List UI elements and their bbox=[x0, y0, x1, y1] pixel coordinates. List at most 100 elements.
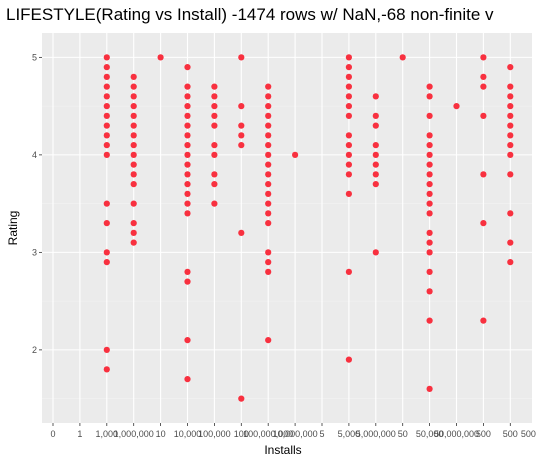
data-point bbox=[130, 122, 137, 129]
data-point bbox=[211, 151, 218, 158]
data-point bbox=[103, 151, 110, 158]
data-point bbox=[130, 93, 137, 100]
data-point bbox=[184, 151, 191, 158]
y-axis-title: Rating bbox=[6, 211, 20, 246]
data-point bbox=[211, 83, 218, 90]
data-point bbox=[130, 142, 137, 149]
data-point bbox=[426, 317, 433, 324]
data-point bbox=[265, 337, 272, 344]
y-tick-label: 5 bbox=[32, 52, 37, 62]
data-point bbox=[426, 181, 433, 188]
data-point bbox=[184, 122, 191, 129]
data-point bbox=[103, 54, 110, 61]
data-point bbox=[184, 132, 191, 139]
data-point bbox=[265, 220, 272, 227]
data-point bbox=[345, 151, 352, 158]
data-point bbox=[426, 200, 433, 207]
data-point bbox=[130, 151, 137, 158]
data-point bbox=[184, 278, 191, 285]
data-point bbox=[103, 249, 110, 256]
data-point bbox=[211, 171, 218, 178]
data-point bbox=[345, 356, 352, 363]
data-point bbox=[265, 122, 272, 129]
data-point bbox=[345, 83, 352, 90]
data-point bbox=[103, 73, 110, 80]
x-tick-label: 1,000 bbox=[96, 429, 119, 439]
x-tick-label: 10 bbox=[156, 429, 166, 439]
chart-title: LIFESTYLE(Rating vs Install) -1474 rows … bbox=[6, 5, 494, 24]
x-tick-label: 100,000,000 bbox=[243, 429, 293, 439]
data-point bbox=[103, 132, 110, 139]
data-point bbox=[265, 210, 272, 217]
data-point bbox=[426, 151, 433, 158]
data-point bbox=[507, 142, 514, 149]
data-point bbox=[426, 171, 433, 178]
data-point bbox=[265, 83, 272, 90]
data-point bbox=[372, 181, 379, 188]
data-point bbox=[426, 239, 433, 246]
x-tick-label: 500,000 bbox=[521, 429, 536, 439]
data-point bbox=[184, 337, 191, 344]
data-point bbox=[130, 181, 137, 188]
data-point bbox=[238, 122, 245, 129]
data-point bbox=[372, 122, 379, 129]
data-point bbox=[103, 220, 110, 227]
x-tick-label: 5 bbox=[319, 429, 324, 439]
data-point bbox=[184, 181, 191, 188]
x-tick-label: 100,000 bbox=[198, 429, 231, 439]
data-point bbox=[103, 142, 110, 149]
data-point bbox=[265, 112, 272, 119]
data-point bbox=[372, 161, 379, 168]
data-point bbox=[265, 171, 272, 178]
data-point bbox=[184, 103, 191, 110]
data-point bbox=[507, 122, 514, 129]
data-point bbox=[372, 171, 379, 178]
x-tick-label: 50,000 bbox=[416, 429, 444, 439]
data-point bbox=[507, 151, 514, 158]
x-tick-label: 5,000,000 bbox=[356, 429, 396, 439]
data-point bbox=[345, 190, 352, 197]
data-point bbox=[103, 346, 110, 353]
data-point bbox=[372, 249, 379, 256]
data-point bbox=[480, 112, 487, 119]
data-point bbox=[480, 220, 487, 227]
data-point bbox=[265, 249, 272, 256]
data-point bbox=[211, 181, 218, 188]
data-point bbox=[184, 210, 191, 217]
data-point bbox=[184, 93, 191, 100]
data-point bbox=[211, 142, 218, 149]
x-tick-label: 50 bbox=[398, 429, 408, 439]
data-point bbox=[265, 103, 272, 110]
data-points bbox=[103, 54, 514, 402]
x-tick-label: 5,000 bbox=[338, 429, 361, 439]
data-point bbox=[507, 259, 514, 266]
data-point bbox=[426, 112, 433, 119]
data-point bbox=[372, 151, 379, 158]
data-point bbox=[130, 83, 137, 90]
data-point bbox=[507, 93, 514, 100]
data-point bbox=[103, 64, 110, 71]
x-tick-label: 0 bbox=[50, 429, 55, 439]
data-point bbox=[426, 93, 433, 100]
data-point bbox=[399, 54, 406, 61]
data-point bbox=[265, 268, 272, 275]
data-point bbox=[103, 200, 110, 207]
data-point bbox=[238, 395, 245, 402]
data-point bbox=[211, 122, 218, 129]
y-axis-ticks: 2 3 4 5 bbox=[32, 52, 42, 355]
x-tick-label: 10,000 bbox=[174, 429, 202, 439]
minor-gridlines bbox=[42, 105, 532, 399]
data-point bbox=[345, 161, 352, 168]
x-axis-title: Installs bbox=[264, 443, 301, 457]
data-point bbox=[345, 93, 352, 100]
x-tick-label: 10,000,000 bbox=[273, 429, 318, 439]
data-point bbox=[184, 171, 191, 178]
y-tick-label: 4 bbox=[32, 150, 37, 160]
data-point bbox=[184, 161, 191, 168]
data-point bbox=[265, 151, 272, 158]
data-point bbox=[480, 317, 487, 324]
data-point bbox=[426, 210, 433, 217]
y-tick-label: 2 bbox=[32, 345, 37, 355]
data-point bbox=[103, 112, 110, 119]
